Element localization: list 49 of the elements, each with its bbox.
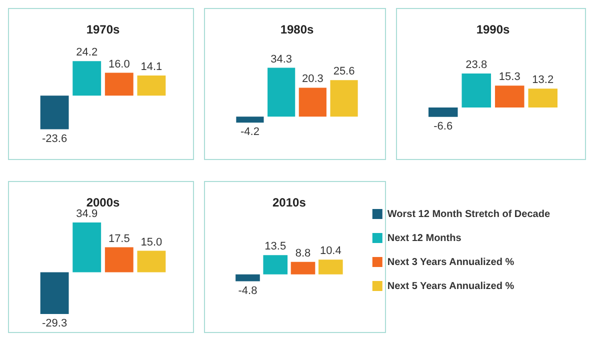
data-label: 34.3	[270, 53, 292, 66]
data-label: -4.2	[240, 126, 260, 138]
chart-title: 1990s	[476, 22, 510, 37]
data-label: -4.8	[238, 284, 258, 297]
data-label: 24.2	[76, 46, 98, 59]
bar	[104, 72, 134, 96]
legend-label: Next 12 Months	[387, 232, 462, 244]
bar	[137, 250, 166, 272]
bar	[40, 272, 69, 314]
data-label: -6.6	[434, 120, 453, 132]
bar	[236, 116, 264, 123]
legend-label: Next 5 Years Annualized %	[387, 280, 514, 292]
bar	[40, 96, 69, 130]
data-label: 13.2	[532, 74, 554, 86]
bar	[72, 61, 102, 96]
bar	[494, 86, 524, 108]
data-label: 15.0	[140, 236, 162, 248]
bar	[318, 260, 343, 274]
bar	[298, 88, 326, 117]
bar	[137, 76, 166, 96]
bar	[72, 222, 102, 272]
data-label: -23.6	[42, 132, 68, 145]
data-label: 25.6	[333, 66, 355, 78]
data-label: 10.4	[320, 245, 342, 258]
data-label: 15.3	[498, 71, 520, 84]
bar	[428, 107, 458, 117]
bar	[462, 74, 492, 108]
bar	[290, 262, 316, 274]
chart-title: 2000s	[86, 196, 120, 210]
bar	[104, 247, 134, 272]
bar	[268, 68, 296, 117]
chart-title: 1980s	[280, 22, 314, 37]
data-label: 8.8	[295, 247, 311, 260]
legend-label: Worst 12 Month Stretch of Decade	[387, 208, 550, 220]
bar	[330, 80, 358, 117]
data-label: 23.8	[466, 59, 488, 72]
bar	[236, 274, 260, 282]
data-label: 17.5	[108, 232, 130, 245]
legend-label: Next 3 Years Annualized %	[387, 256, 514, 268]
data-label: 34.9	[76, 208, 98, 220]
data-label: 14.1	[140, 61, 162, 74]
bar	[528, 88, 558, 108]
chart-title: 2010s	[272, 196, 306, 210]
data-label: 13.5	[264, 240, 286, 253]
data-label: 16.0	[108, 58, 130, 70]
data-label: 20.3	[302, 73, 324, 86]
data-label: -29.3	[42, 318, 68, 330]
chart-title: 1970s	[86, 22, 120, 37]
bar	[263, 255, 288, 274]
